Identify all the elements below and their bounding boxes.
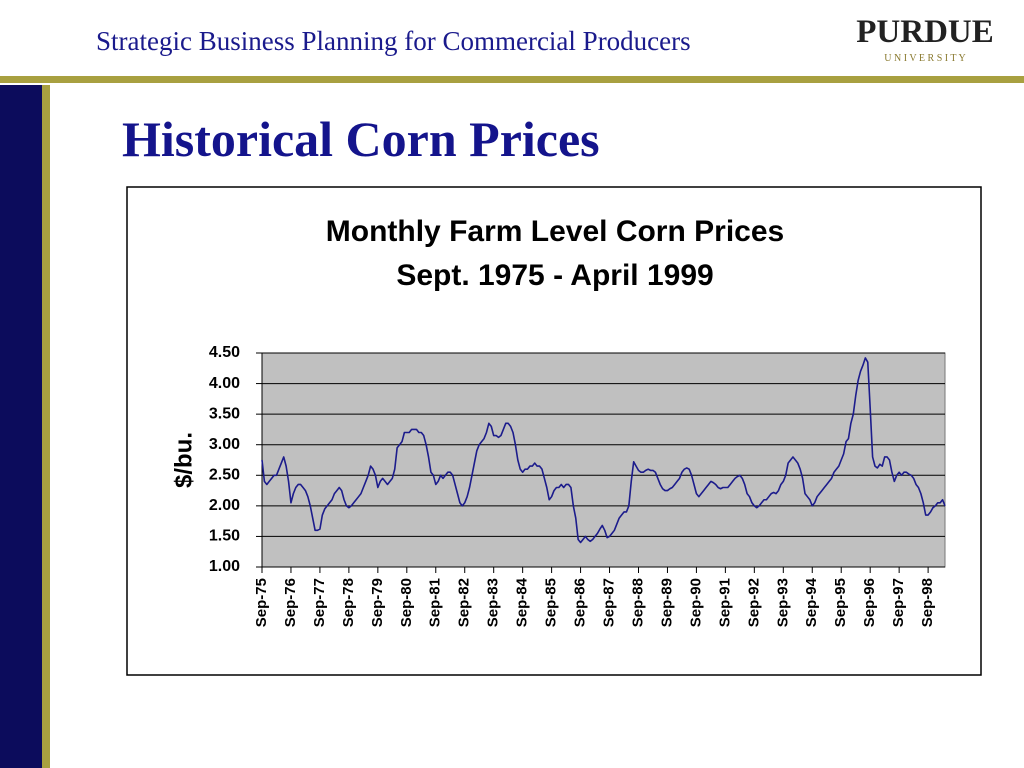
logo-name: PURDUE <box>856 14 994 50</box>
x-tick-label: Sep-95 <box>832 578 849 627</box>
side-bar <box>0 85 42 768</box>
slide-title: Historical Corn Prices <box>122 111 600 167</box>
x-tick-label: Sep-87 <box>601 578 618 627</box>
x-tick-label: Sep-76 <box>282 578 299 627</box>
x-tick-label: Sep-92 <box>745 578 762 627</box>
y-tick-label: 1.00 <box>209 558 240 575</box>
x-tick-label: Sep-81 <box>427 578 444 627</box>
header-text: Strategic Business Planning for Commerci… <box>96 26 691 56</box>
x-tick-label: Sep-79 <box>369 578 386 627</box>
x-tick-label: Sep-77 <box>311 578 328 627</box>
price-line <box>261 357 946 544</box>
y-tick-label: 1.50 <box>209 528 240 545</box>
x-tick-label: Sep-85 <box>543 578 560 627</box>
x-tick-label: Sep-80 <box>398 578 415 627</box>
x-tick-label: Sep-86 <box>572 578 589 627</box>
x-tick-label: Sep-88 <box>629 578 646 627</box>
x-tick-label: Sep-82 <box>456 578 473 627</box>
y-tick-label: 2.00 <box>209 497 240 514</box>
x-tick-label: Sep-78 <box>340 578 357 627</box>
x-tick-label: Sep-98 <box>919 578 936 627</box>
x-tick-label: Sep-83 <box>485 578 502 627</box>
x-tick-label: Sep-96 <box>861 578 878 627</box>
x-tick-label: Sep-97 <box>890 578 907 627</box>
x-tick-label: Sep-93 <box>774 578 791 627</box>
side-stripe <box>42 85 50 768</box>
header-rule <box>0 76 1024 83</box>
y-tick-label: 2.50 <box>209 467 240 484</box>
chart-title: Monthly Farm Level Corn Prices <box>326 215 784 248</box>
y-tick-label: 3.50 <box>209 405 240 422</box>
x-tick-label: Sep-94 <box>803 577 820 627</box>
x-tick-label: Sep-89 <box>658 578 675 627</box>
y-tick-label: 4.00 <box>209 375 240 392</box>
y-axis-label: $/bu. <box>170 432 197 488</box>
y-tick-label: 3.00 <box>209 436 240 453</box>
x-tick-label: Sep-91 <box>716 578 733 627</box>
chart-subtitle: Sept. 1975 - April 1999 <box>396 259 713 292</box>
plot-area <box>261 352 946 568</box>
logo-sub: U N I V E R S I T Y <box>884 53 965 64</box>
x-tick-label: Sep-90 <box>687 578 704 627</box>
x-tick-label: Sep-84 <box>514 577 531 627</box>
y-tick-label: 4.50 <box>209 344 240 361</box>
x-tick-label: Sep-75 <box>253 578 270 627</box>
